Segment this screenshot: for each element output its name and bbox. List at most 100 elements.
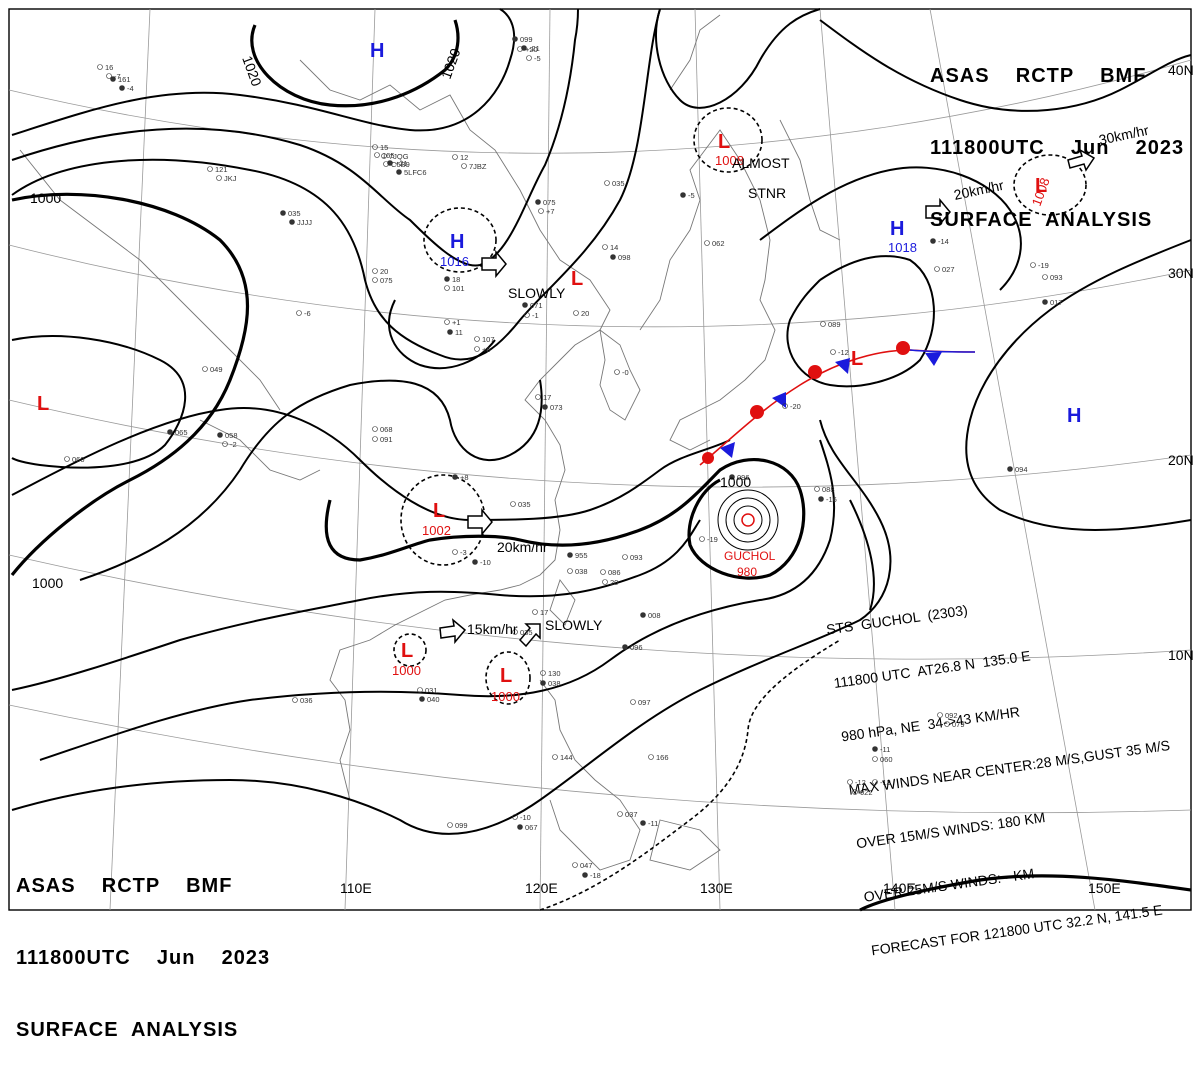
isobar-label: 1000 (30, 190, 61, 206)
low-pressure-symbol: L (571, 268, 583, 290)
station-value: 060 (880, 755, 893, 764)
typhoon-info-line: 980 hPa, NE 34->43 KM/HR (840, 703, 1021, 745)
header-line3: SURFACE ANALYSIS (16, 1019, 239, 1041)
station-marker (614, 369, 620, 375)
station-value: -6 (304, 309, 311, 318)
station-marker (289, 219, 295, 225)
station-value: 062 (712, 239, 725, 248)
station-marker (1042, 274, 1048, 280)
station-marker (830, 349, 836, 355)
station-marker (64, 456, 70, 462)
station-value: -12 (838, 348, 849, 357)
arrow-slowly-east (481, 249, 507, 279)
station-value: 035 (612, 179, 625, 188)
station-marker (532, 609, 538, 615)
station-marker (934, 266, 940, 272)
station-marker (622, 554, 628, 560)
station-marker (1007, 466, 1013, 472)
arrow-20kmhr-east (925, 197, 951, 227)
station-value: 7JBZ (469, 162, 487, 171)
typhoon-rings (717, 489, 779, 551)
station-marker (1042, 299, 1048, 305)
station-value: 067 (525, 823, 538, 832)
station-marker (729, 474, 735, 480)
warm-front-bump (750, 405, 764, 419)
station-marker (937, 712, 943, 718)
station-value: C6B9 (391, 160, 410, 169)
station-value: 093 (630, 553, 643, 562)
warm-front-bump (896, 341, 910, 355)
map-background (0, 0, 1200, 919)
station-value: 047 (580, 861, 593, 870)
station-marker (847, 779, 853, 785)
station-marker (782, 403, 788, 409)
station-value: -20 (790, 402, 801, 411)
station-value: 037 (625, 810, 638, 819)
station-marker (372, 277, 378, 283)
station-value: 18 (452, 275, 460, 284)
station-value: 17 (540, 608, 548, 617)
movement-label: SLOWLY (545, 617, 603, 633)
station-value: 073 (550, 403, 563, 412)
station-marker (540, 680, 546, 686)
low-pressure-value: 1000 (392, 663, 421, 678)
movement-label: 15km/hr (467, 621, 518, 637)
station-marker (202, 366, 208, 372)
low-pressure-symbol: L (401, 640, 413, 662)
station-value: 165 (382, 151, 395, 160)
lon-label: 120E (525, 880, 558, 896)
high-pressure-symbol: H (890, 218, 904, 240)
station-value: 049 (210, 365, 223, 374)
lon-label: 130E (700, 880, 733, 896)
station-marker (572, 862, 578, 868)
station-marker (444, 319, 450, 325)
station-value: +1 (452, 318, 461, 327)
stationary-front (699, 341, 976, 466)
station-marker (222, 441, 228, 447)
lat-label: 10N (1168, 647, 1194, 663)
movement-label: 20km/hr (497, 539, 548, 555)
station-value: 096 (737, 473, 750, 482)
header-top-right: ASAS RCTP BMF 111800UTC Jun 2023 SURFACE… (930, 16, 1184, 256)
lon-label: 140E (883, 880, 916, 896)
station-value: -16 (826, 495, 837, 504)
dashed-trough (539, 639, 841, 911)
station-marker (383, 161, 389, 167)
station-marker (542, 404, 548, 410)
station-marker (512, 814, 518, 820)
station-value: +20 (525, 45, 538, 54)
station-value: 060 (72, 455, 85, 464)
typhoon-info-line: OVER 15M/S WINDS: 180 KM (855, 809, 1047, 852)
station-marker (110, 76, 116, 82)
station-value: 097 (638, 698, 651, 707)
low-pressure-symbol: L (37, 393, 49, 415)
station-value: 121 (215, 165, 228, 174)
station-marker (602, 579, 608, 585)
station-value: -19 (707, 535, 718, 544)
station-value: 038 (548, 679, 561, 688)
station-marker (535, 394, 541, 400)
low-pressure-value: 1008 (715, 153, 744, 168)
station-value: 089 (828, 320, 841, 329)
typhoon-info-line: STS GUCHOL (2303) (825, 601, 969, 638)
station-value: +21 (395, 159, 408, 168)
typhoon-info-line: OVER 25M/S WINDS: - KM (862, 865, 1036, 905)
station-marker (872, 756, 878, 762)
station-marker (106, 73, 112, 79)
low-pressure-symbol: L (718, 131, 730, 153)
station-marker (296, 310, 302, 316)
arrow-30kmhr-northeast (1067, 148, 1096, 172)
station-marker (444, 285, 450, 291)
header-line1: ASAS RCTP BMF (930, 65, 1147, 87)
station-value: 079 (952, 720, 965, 729)
station-marker (419, 696, 425, 702)
station-marker (216, 175, 222, 181)
station-value: 144 (560, 753, 573, 762)
station-value: -19 (1038, 261, 1049, 270)
station-marker (852, 789, 858, 795)
station-marker (540, 670, 546, 676)
station-marker (372, 144, 378, 150)
low-pressure-symbol: L (433, 500, 445, 522)
typhoon-info-line: MAX WINDS NEAR CENTER:28 M/S,GUST 35 M/S (847, 736, 1171, 798)
header-line2: 111800UTC Jun 2023 (16, 947, 271, 969)
